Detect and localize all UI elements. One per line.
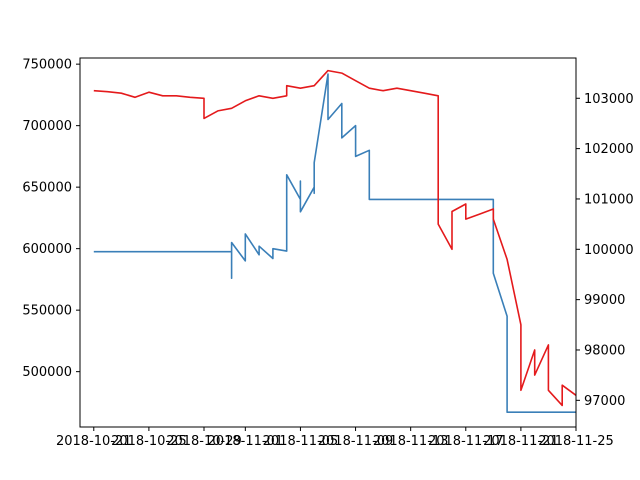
series-line-2	[93, 69, 577, 407]
x-tick-label-9: 2018-11-25	[538, 434, 614, 449]
series-line-1	[93, 73, 576, 413]
left-y-tick-label-3: 650000	[22, 181, 72, 196]
right-y-tick-label-4: 101000	[584, 192, 634, 207]
left-y-tick-label-1: 550000	[22, 304, 72, 319]
left-y-tick-label-5: 750000	[22, 58, 72, 73]
x-tick-label-3: 2018-11-01	[208, 434, 284, 449]
x-tick-label-5: 2018-11-09	[318, 434, 394, 449]
x-tick-label-6: 2018-11-13	[373, 434, 449, 449]
x-tick-label-7: 2018-11-17	[428, 434, 504, 449]
right-y-tick-label-1: 98000	[584, 343, 625, 358]
right-y-tick-label-0: 97000	[584, 394, 625, 409]
right-y-tick-label-2: 99000	[584, 293, 625, 308]
right-y-axis-ticks: 97000 98000 99000 100000 101000 102000 103000	[576, 92, 634, 409]
left-y-tick-label-4: 700000	[22, 119, 72, 134]
x-tick-label-0: 2018-10-21	[56, 434, 132, 449]
right-y-tick-label-6: 103000	[584, 92, 634, 107]
x-tick-label-2: 2018-10-29	[166, 434, 242, 449]
plot-frame	[79, 57, 577, 428]
x-tick-label-4: 2018-11-05	[263, 434, 339, 449]
right-y-tick-label-5: 102000	[584, 142, 634, 157]
x-tick-label-8: 2018-11-21	[483, 434, 559, 449]
x-tick-label-1: 2018-10-25	[111, 434, 187, 449]
left-y-tick-label-2: 600000	[22, 242, 72, 257]
x-axis-ticks: 2018-10-212018-10-252018-10-292018-11-01…	[56, 427, 614, 449]
right-y-tick-label-3: 100000	[584, 243, 634, 258]
left-y-axis-ticks: 500000 550000 600000 650000 700000 750000	[22, 58, 80, 380]
left-y-tick-label-0: 500000	[22, 365, 72, 380]
axes-frame	[79, 57, 577, 428]
series-group	[93, 69, 577, 413]
